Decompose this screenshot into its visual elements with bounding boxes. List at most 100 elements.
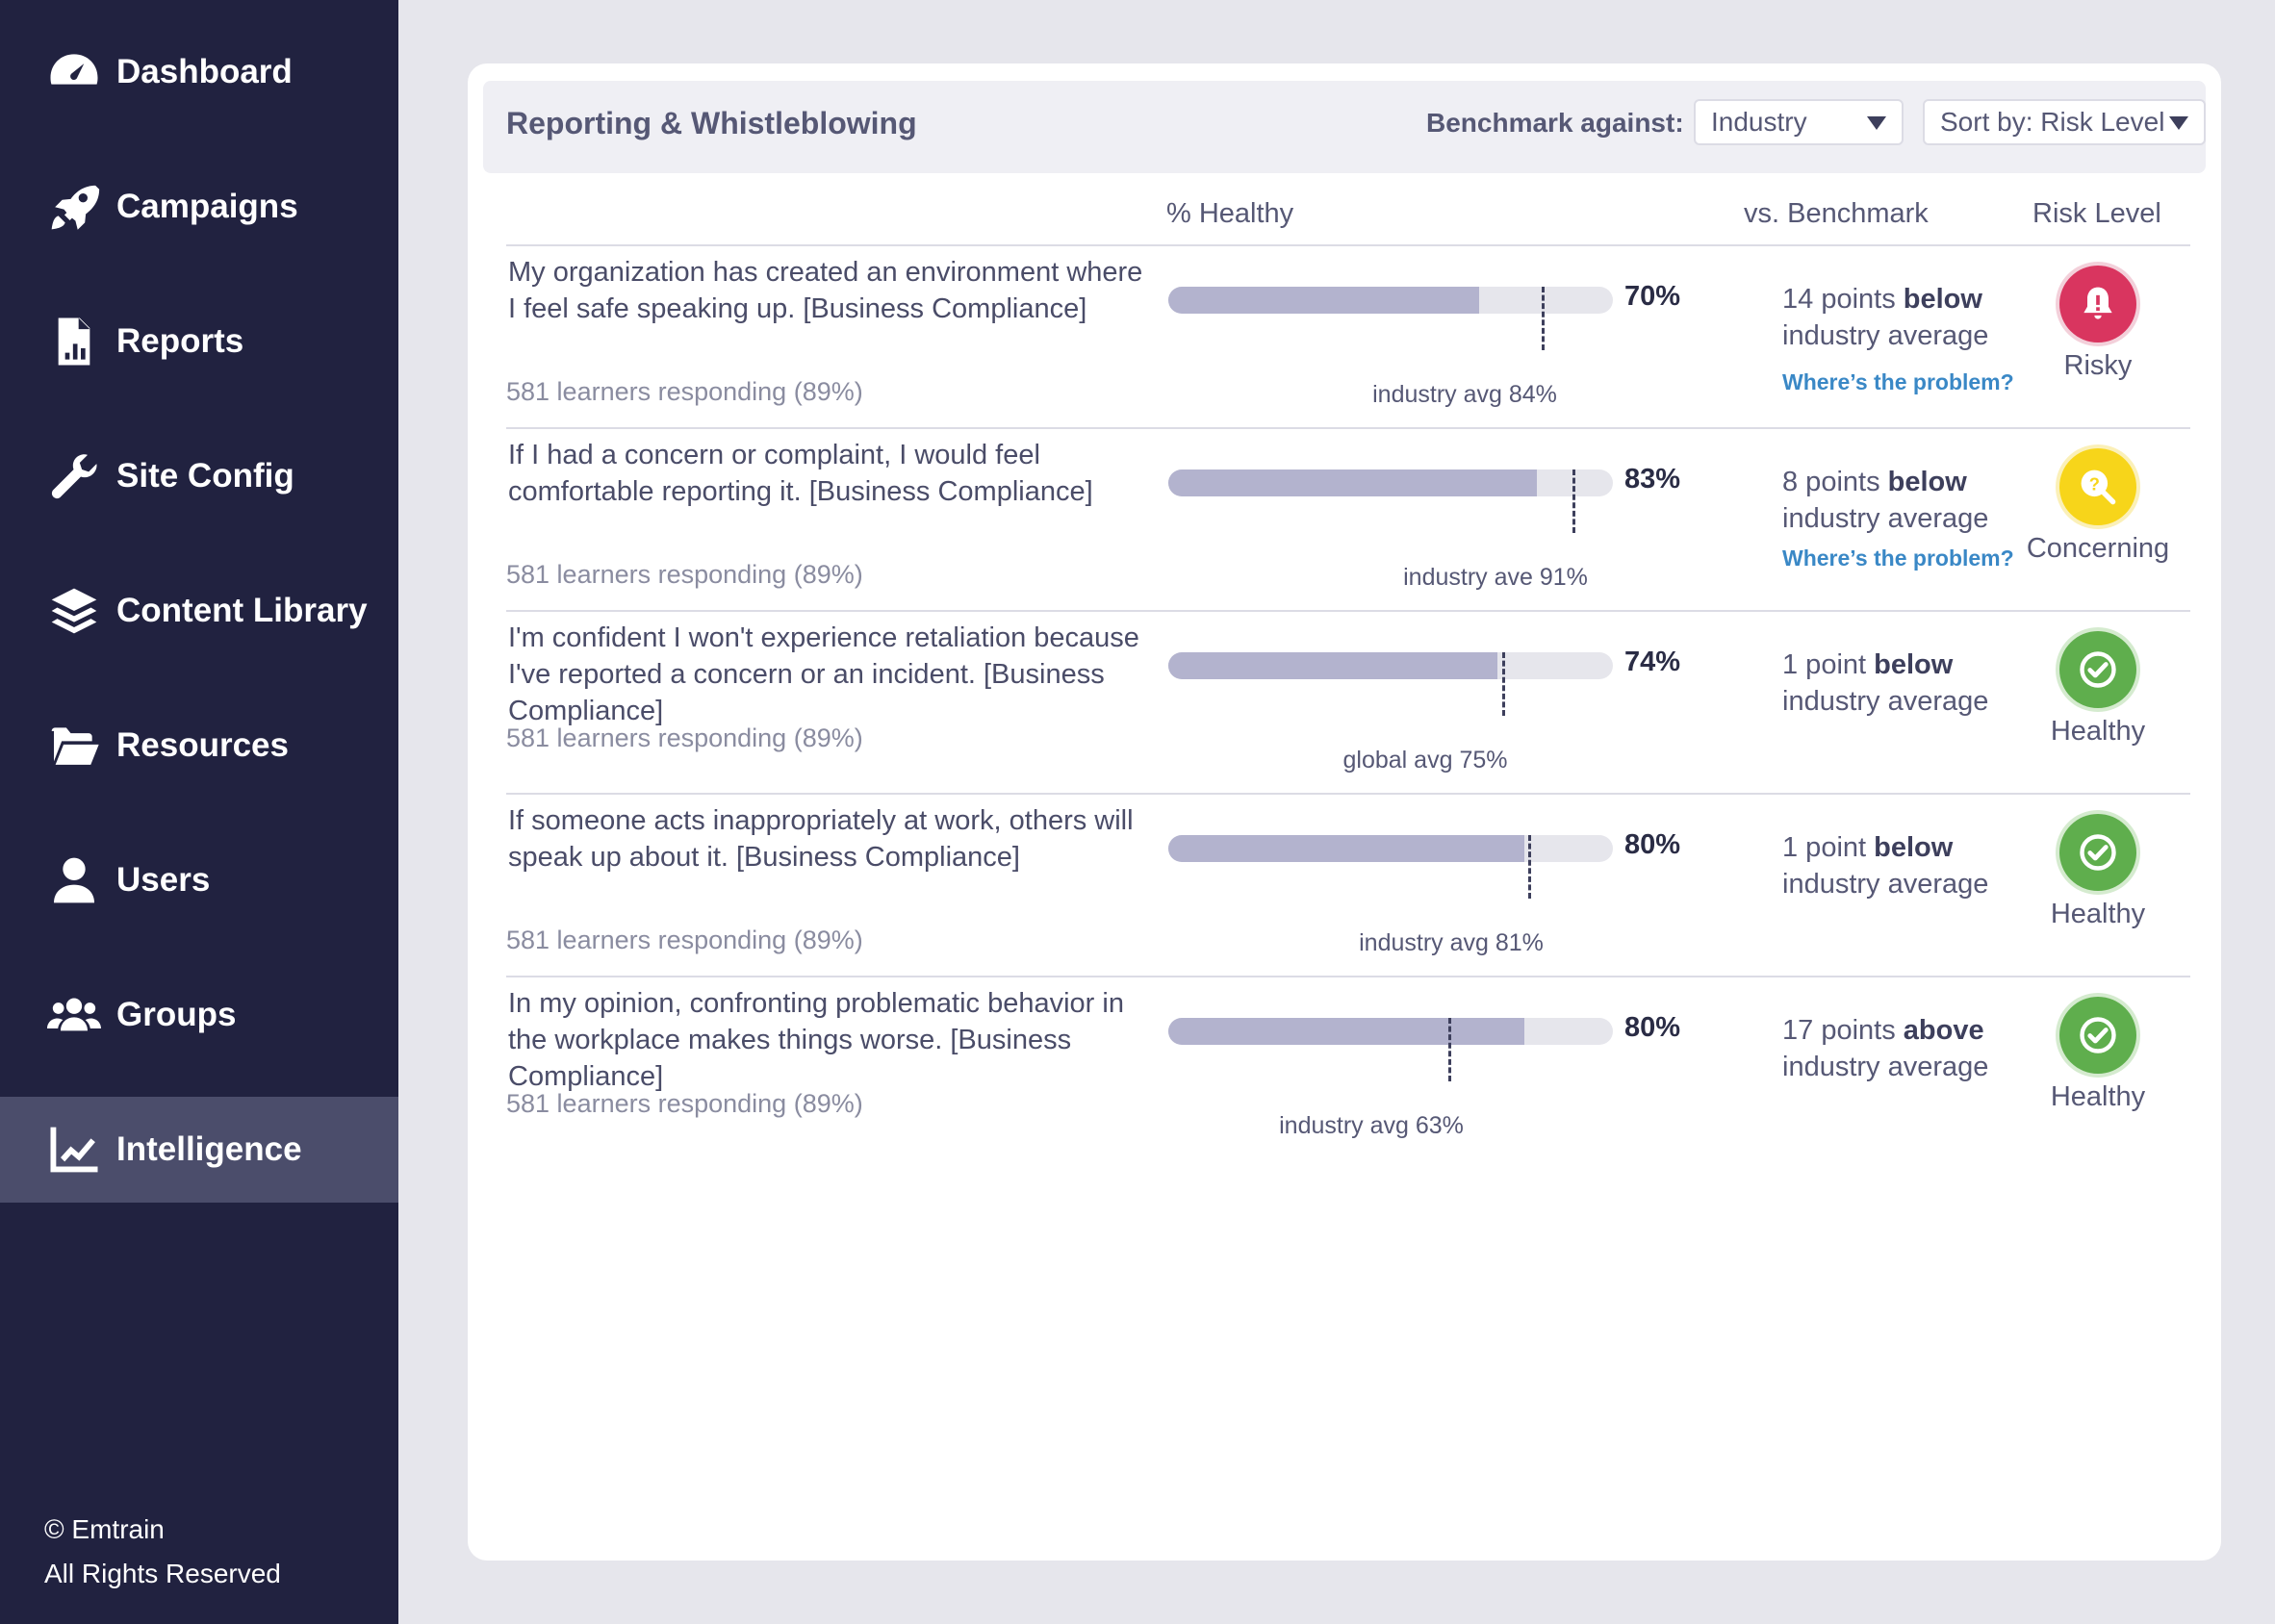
- copyright-text: © Emtrain: [44, 1514, 165, 1544]
- question-text: I'm confident I won't experience retalia…: [508, 622, 1139, 726]
- sidebar-item-label: Users: [116, 861, 211, 899]
- sidebar-item-label: Intelligence: [116, 1130, 302, 1168]
- sidebar-item-dashboard[interactable]: Dashboard: [0, 19, 398, 125]
- risk-level-label: Healthy: [2050, 716, 2146, 747]
- report-icon: [46, 314, 102, 369]
- question-text: My organization has created an environme…: [508, 257, 1143, 324]
- benchmark-select[interactable]: Industry: [1694, 99, 1904, 145]
- row-divider: [506, 610, 2190, 612]
- benchmark-reference: industry average: [1782, 320, 1989, 351]
- healthy-percent: 80%: [1624, 1012, 1681, 1043]
- sidebar-item-label: Dashboard: [116, 53, 293, 90]
- layers-icon: [46, 583, 102, 639]
- benchmark-reference: industry average: [1782, 503, 1989, 534]
- benchmark-comparison: 1 point below industry average: [1782, 829, 2032, 902]
- benchmark-marker: [1448, 1018, 1451, 1081]
- column-header-benchmark: vs. Benchmark: [1744, 198, 1929, 229]
- wheres-the-problem-link[interactable]: Where’s the problem?: [1782, 369, 2014, 394]
- benchmark-points: 14 points: [1782, 284, 1896, 315]
- risk-level-label: Healthy: [2050, 1081, 2146, 1112]
- svg-text:?: ?: [2089, 474, 2100, 495]
- healthy-percent: 70%: [1624, 281, 1681, 312]
- risk-level-label: Concerning: [2026, 533, 2170, 564]
- benchmark-avg-label: global avg 75%: [1342, 747, 1508, 774]
- benchmark-select-value: Industry: [1711, 107, 1807, 137]
- sidebar-item-intelligence[interactable]: Intelligence: [0, 1097, 398, 1203]
- question-row: In my opinion, confronting problematic b…: [506, 977, 2190, 1160]
- healthy-bar-fill: [1168, 652, 1497, 679]
- healthy-bar-fill: [1168, 835, 1524, 862]
- sidebar-item-label: Content Library: [116, 592, 368, 629]
- sidebar-item-label: Resources: [116, 726, 289, 764]
- benchmark-comparison: 8 points below industry average: [1782, 464, 2032, 537]
- sort-select-value: Sort by: Risk Level: [1940, 107, 2165, 137]
- sort-select[interactable]: Sort by: Risk Level: [1923, 99, 2206, 145]
- report-card: Reporting & Whistleblowing Benchmark aga…: [468, 63, 2221, 1561]
- check-circle-icon: [2059, 997, 2136, 1074]
- page-title: Reporting & Whistleblowing: [506, 106, 917, 140]
- healthy-percent: 74%: [1624, 647, 1681, 677]
- rocket-icon: [46, 179, 102, 235]
- dashboard-icon: [46, 44, 102, 100]
- healthy-percent: 83%: [1624, 464, 1681, 495]
- sidebar-item-site-config[interactable]: Site Config: [0, 423, 398, 529]
- healthy-percent: 80%: [1624, 829, 1681, 860]
- responding-count: 581 learners responding (89%): [506, 926, 863, 954]
- benchmark-direction: below: [1887, 467, 1967, 497]
- caret-down-icon: [1867, 116, 1886, 130]
- group-icon: [46, 987, 102, 1043]
- wrench-icon: [46, 448, 102, 504]
- benchmark-direction: below: [1903, 284, 1982, 315]
- healthy-bar: industry avg 84%: [1168, 287, 1613, 408]
- wheres-the-problem-link[interactable]: Where’s the problem?: [1782, 546, 2014, 571]
- healthy-bar: industry avg 81%: [1168, 835, 1613, 956]
- benchmark-comparison: 1 point below industry average: [1782, 647, 2032, 720]
- healthy-bar-fill: [1168, 469, 1537, 496]
- rights-text: All Rights Reserved: [44, 1559, 281, 1588]
- card-header: Reporting & Whistleblowing Benchmark aga…: [483, 81, 2206, 173]
- column-header-healthy: % Healthy: [1166, 198, 1294, 229]
- folder-icon: [46, 718, 102, 774]
- sidebar-item-content-library[interactable]: Content Library: [0, 558, 398, 664]
- benchmark-marker: [1542, 287, 1545, 350]
- benchmark-avg-label: industry ave 91%: [1403, 564, 1588, 591]
- benchmark-reference: industry average: [1782, 869, 1989, 900]
- sidebar-item-campaigns[interactable]: Campaigns: [0, 154, 398, 260]
- benchmark-comparison: 14 points below industry average: [1782, 281, 2032, 354]
- question-text: If someone acts inappropriately at work,…: [508, 805, 1134, 873]
- question-row: My organization has created an environme…: [506, 246, 2190, 429]
- bell-alert-icon: [2059, 266, 2136, 343]
- benchmark-points: 1 point: [1782, 832, 1867, 863]
- check-circle-icon: [2059, 814, 2136, 891]
- user-icon: [46, 852, 102, 908]
- responding-count: 581 learners responding (89%): [506, 377, 863, 406]
- sidebar-item-label: Reports: [116, 322, 244, 360]
- footer: © Emtrain All Rights Reserved: [44, 1508, 281, 1596]
- question-row: If I had a concern or complaint, I would…: [506, 429, 2190, 612]
- healthy-bar: global avg 75%: [1168, 652, 1613, 774]
- row-divider: [506, 976, 2190, 977]
- question-text: In my opinion, confronting problematic b…: [508, 988, 1124, 1092]
- sidebar-item-reports[interactable]: Reports: [0, 289, 398, 394]
- healthy-bar: industry avg 63%: [1168, 1018, 1613, 1139]
- benchmark-label: Benchmark against:: [1426, 108, 1684, 138]
- benchmark-direction: above: [1903, 1015, 1984, 1046]
- header-divider: [506, 244, 2190, 246]
- check-circle-icon: [2059, 631, 2136, 708]
- responding-count: 581 learners responding (89%): [506, 1089, 863, 1118]
- sidebar-item-label: Site Config: [116, 457, 294, 495]
- sidebar-item-resources[interactable]: Resources: [0, 693, 398, 799]
- sidebar-item-users[interactable]: Users: [0, 827, 398, 933]
- question-row: If someone acts inappropriately at work,…: [506, 795, 2190, 977]
- benchmark-points: 17 points: [1782, 1015, 1896, 1046]
- responding-count: 581 learners responding (89%): [506, 723, 863, 752]
- benchmark-comparison: 17 points above industry average: [1782, 1012, 2032, 1085]
- healthy-bar-fill: [1168, 1018, 1524, 1045]
- column-header-risk: Risk Level: [2032, 198, 2161, 229]
- benchmark-marker: [1572, 469, 1575, 533]
- benchmark-points: 1 point: [1782, 649, 1867, 680]
- row-divider: [506, 427, 2190, 429]
- sidebar-item-groups[interactable]: Groups: [0, 962, 398, 1068]
- row-divider: [506, 793, 2190, 795]
- healthy-bar: industry ave 91%: [1168, 469, 1613, 591]
